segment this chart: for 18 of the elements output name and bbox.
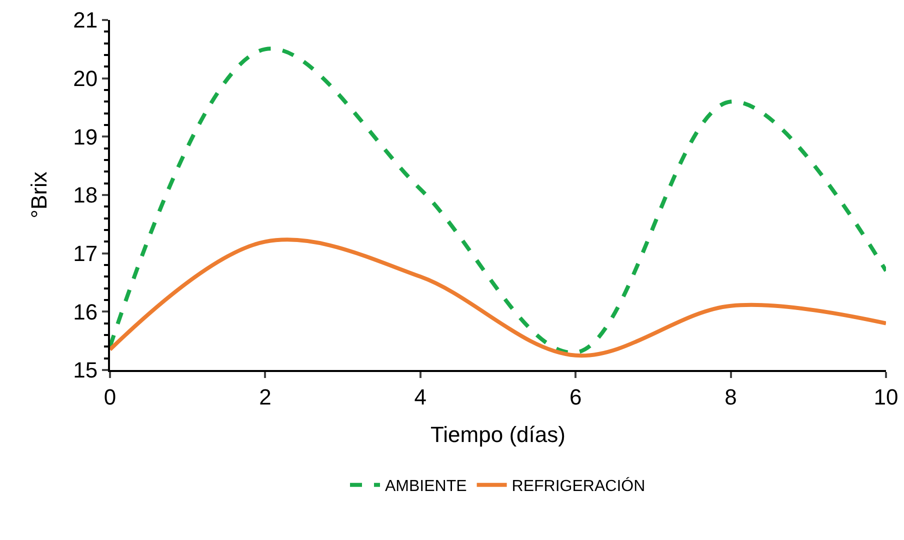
x-tick-label: 10 xyxy=(874,384,898,410)
x-tick-label: 2 xyxy=(259,384,272,410)
y-tick-label: 15 xyxy=(73,358,98,383)
y-tick-label: 20 xyxy=(73,66,98,92)
y-tick-label: 17 xyxy=(73,241,98,266)
y-tick-label: 18 xyxy=(73,182,98,208)
x-tick-label: 0 xyxy=(104,384,116,410)
y-tick-label: 19 xyxy=(73,124,98,150)
legend-label: AMBIENTE xyxy=(385,478,467,496)
line-series xyxy=(110,47,886,354)
x-tick-label: 6 xyxy=(569,384,582,410)
y-tick-label: 21 xyxy=(73,8,98,33)
y-tick-label: 16 xyxy=(73,299,98,324)
legend-label: REFRIGERACIÓN xyxy=(512,477,646,496)
x-tick-label: 8 xyxy=(724,384,737,410)
x-axis-title: Tiempo (días) xyxy=(430,422,566,447)
x-tick-label: 4 xyxy=(414,384,427,410)
y-axis-title: °Brix xyxy=(26,172,52,218)
